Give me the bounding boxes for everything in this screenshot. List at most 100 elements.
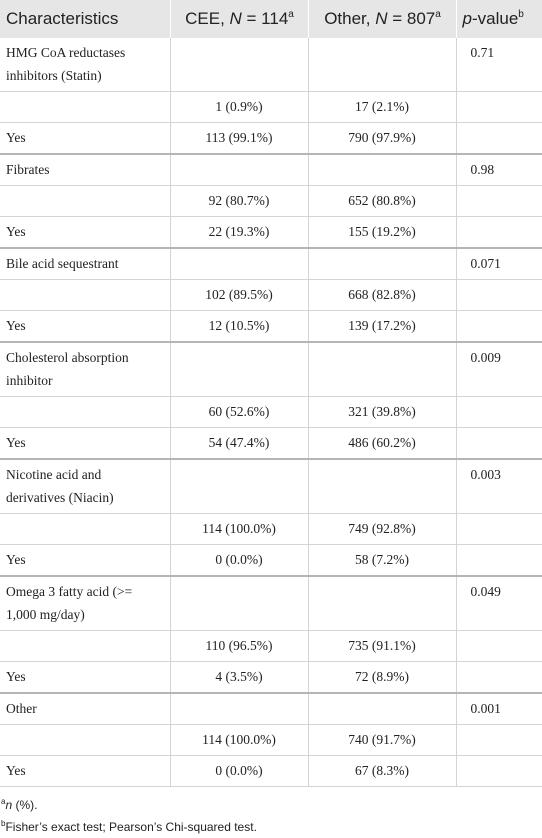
header-text: Characteristics bbox=[6, 9, 119, 28]
table-cell: Fibrates bbox=[0, 153, 171, 186]
table-cell: 0.071 bbox=[455, 247, 542, 280]
table-cell bbox=[0, 724, 171, 756]
header-cell: Characteristics bbox=[0, 0, 171, 38]
header-cell: Other, N = 807a bbox=[308, 0, 457, 38]
header-note: a bbox=[288, 9, 294, 20]
header-note: a bbox=[435, 9, 441, 20]
table-cell: 0.71 bbox=[455, 38, 542, 92]
table-cell bbox=[455, 396, 542, 428]
table-cell bbox=[307, 38, 457, 92]
table-cell bbox=[455, 724, 542, 756]
group-row: Other 0.001 bbox=[0, 692, 542, 725]
table-cell: 22 (19.3%) bbox=[169, 216, 309, 249]
table-cell: 486 (60.2%) bbox=[307, 427, 457, 460]
data-row: Yes 54 (47.4%) 486 (60.2%) bbox=[0, 427, 542, 460]
table-cell bbox=[169, 341, 309, 397]
header-text: Other, bbox=[324, 9, 376, 28]
table-cell: Yes bbox=[0, 544, 171, 577]
group-row: Nicotine acid and derivatives (Niacin) 0.… bbox=[0, 458, 542, 514]
header-var: N bbox=[375, 9, 388, 28]
results-table: Characteristics CEE, N = 114a Other, N =… bbox=[0, 0, 542, 787]
table-cell: 668 (82.8%) bbox=[307, 279, 457, 311]
table-cell: 4 (3.5%) bbox=[169, 661, 309, 694]
data-row: 110 (96.5%) 735 (91.1%) bbox=[0, 630, 542, 662]
data-row: Yes 12 (10.5%) 139 (17.2%) bbox=[0, 310, 542, 343]
table-cell: Yes bbox=[0, 755, 171, 787]
group-row: HMG CoA reductases inhibitors (Statin) 0.… bbox=[0, 38, 542, 92]
data-row: 92 (80.7%) 652 (80.8%) bbox=[0, 185, 542, 217]
table-cell: 321 (39.8%) bbox=[307, 396, 457, 428]
table-cell bbox=[169, 153, 309, 186]
table-cell: Yes bbox=[0, 427, 171, 460]
header-note: b bbox=[518, 9, 524, 20]
data-row: 114 (100.0%) 740 (91.7%) bbox=[0, 724, 542, 756]
table-cell bbox=[169, 38, 309, 92]
header-count: = 807 bbox=[387, 9, 436, 28]
footnote: an (%). bbox=[1, 794, 542, 816]
data-row: 1 (0.9%) 17 (2.1%) bbox=[0, 91, 542, 123]
table-cell bbox=[307, 153, 457, 186]
data-row: 60 (52.6%) 321 (39.8%) bbox=[0, 396, 542, 428]
table-cell: 155 (19.2%) bbox=[307, 216, 457, 249]
table-cell bbox=[0, 279, 171, 311]
table-cell bbox=[307, 247, 457, 280]
table-cell bbox=[455, 279, 542, 311]
group-row: Fibrates 0.98 bbox=[0, 153, 542, 186]
footnote: bFisher’s exact test; Pearson’s Chi-squa… bbox=[1, 816, 542, 838]
header-row: Characteristics CEE, N = 114a Other, N =… bbox=[0, 0, 542, 38]
table-cell: Yes bbox=[0, 661, 171, 694]
table-cell: 60 (52.6%) bbox=[169, 396, 309, 428]
table-cell: 114 (100.0%) bbox=[169, 724, 309, 756]
table-cell bbox=[455, 427, 542, 460]
header-text: -value bbox=[471, 9, 519, 28]
group-row: Omega 3 fatty acid (>= 1,000 mg/day) 0.04… bbox=[0, 575, 542, 631]
group-row: Cholesterol absorption inhibitor 0.009 bbox=[0, 341, 542, 397]
table-cell: 749 (92.8%) bbox=[307, 513, 457, 545]
data-row: Yes 0 (0.0%) 67 (8.3%) bbox=[0, 755, 542, 787]
data-row: 102 (89.5%) 668 (82.8%) bbox=[0, 279, 542, 311]
table-cell: Cholesterol absorption inhibitor bbox=[0, 341, 171, 397]
table-cell: 0.003 bbox=[455, 458, 542, 514]
table-cell bbox=[169, 247, 309, 280]
table-cell bbox=[0, 396, 171, 428]
table-cell: Yes bbox=[0, 122, 171, 155]
table-cell: Bile acid sequestrant bbox=[0, 247, 171, 280]
footnote-var: n bbox=[5, 798, 13, 812]
table-cell bbox=[455, 310, 542, 343]
table-cell: Yes bbox=[0, 216, 171, 249]
table-cell: 0.049 bbox=[455, 575, 542, 631]
table-cell bbox=[0, 630, 171, 662]
table-cell: 114 (100.0%) bbox=[169, 513, 309, 545]
header-cell: CEE, N = 114a bbox=[170, 0, 309, 38]
table-cell: Omega 3 fatty acid (>= 1,000 mg/day) bbox=[0, 575, 171, 631]
table-cell: 110 (96.5%) bbox=[169, 630, 309, 662]
header-var: N bbox=[229, 9, 242, 28]
table-cell: 92 (80.7%) bbox=[169, 185, 309, 217]
table-cell: 0.001 bbox=[455, 692, 542, 725]
table-cell bbox=[307, 692, 457, 725]
data-row: Yes 4 (3.5%) 72 (8.9%) bbox=[0, 661, 542, 694]
table-cell: 113 (99.1%) bbox=[169, 122, 309, 155]
table-cell: 0.009 bbox=[455, 341, 542, 397]
table-cell: 58 (7.2%) bbox=[307, 544, 457, 577]
table-cell: 1 (0.9%) bbox=[169, 91, 309, 123]
table-cell bbox=[455, 216, 542, 249]
table-cell: Yes bbox=[0, 310, 171, 343]
table-cell bbox=[455, 185, 542, 217]
footnote-text: (%). bbox=[12, 798, 38, 812]
table-cell: 139 (17.2%) bbox=[307, 310, 457, 343]
table-cell bbox=[0, 513, 171, 545]
table-cell: 72 (8.9%) bbox=[307, 661, 457, 694]
table-cell: 12 (10.5%) bbox=[169, 310, 309, 343]
table-cell: 652 (80.8%) bbox=[307, 185, 457, 217]
table-cell: 790 (97.9%) bbox=[307, 122, 457, 155]
table-cell bbox=[307, 575, 457, 631]
table-body: HMG CoA reductases inhibitors (Statin) 0.… bbox=[0, 38, 542, 787]
group-row: Bile acid sequestrant 0.071 bbox=[0, 247, 542, 280]
footnote-text: Fisher’s exact test; Pearson’s Chi-squar… bbox=[5, 820, 257, 834]
table-cell bbox=[455, 661, 542, 694]
table-cell bbox=[169, 692, 309, 725]
table-cell bbox=[455, 122, 542, 155]
table-cell: Nicotine acid and derivatives (Niacin) bbox=[0, 458, 171, 514]
